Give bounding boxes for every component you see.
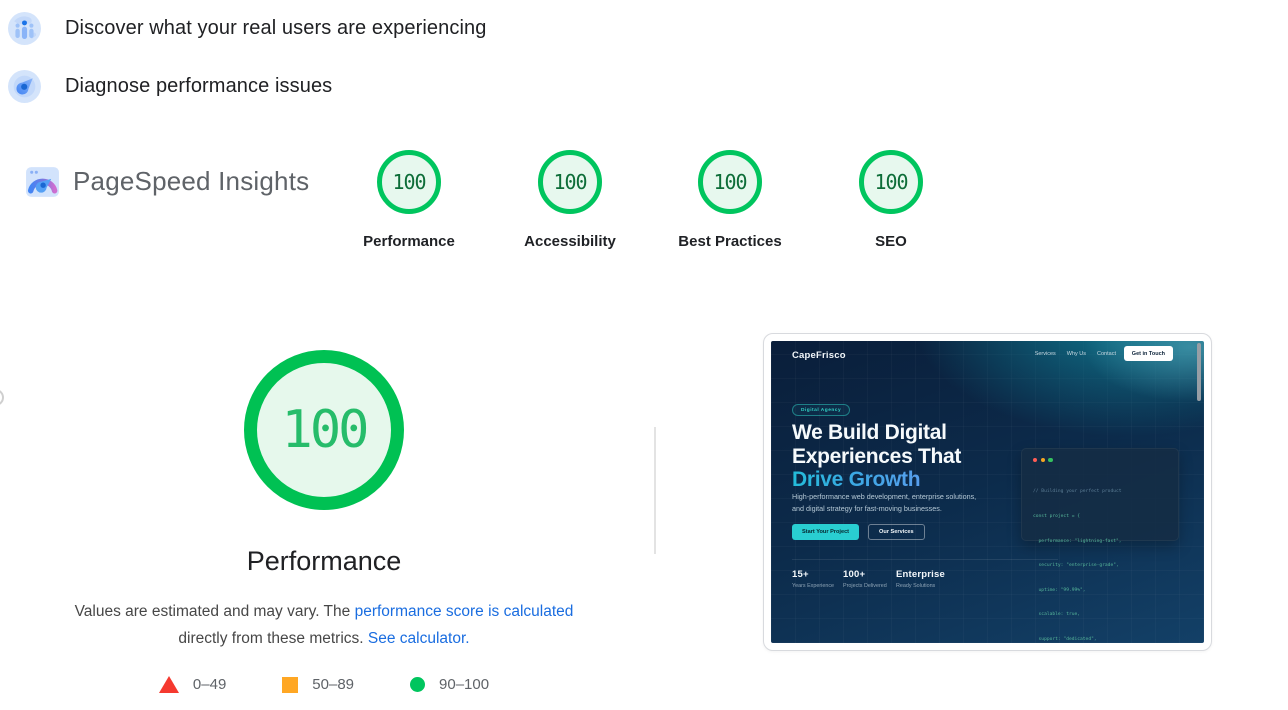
legend-item-pass: 90–100 [410, 676, 489, 693]
category-label: Accessibility [524, 233, 616, 250]
score-circle[interactable]: 100 [698, 150, 762, 214]
description-text-1: Values are estimated and may vary. The [74, 603, 355, 620]
description-text-2: directly from these metrics. [178, 630, 368, 647]
code-snippet: // Building your perfect product const p… [1033, 472, 1172, 643]
category-label: Performance [363, 233, 455, 250]
site-brand-logo: CapeFrisco [792, 350, 846, 361]
site-stat-years: 15+ Years Experience [792, 569, 834, 589]
red-dot-icon [1033, 458, 1038, 463]
site-stat-projects: 100+ Projects Delivered [843, 569, 887, 589]
site-headline-line1: We Build Digital [792, 421, 947, 444]
legend-item-fail: 0–49 [158, 676, 227, 693]
code-line: security: "enterprise-grade", [1033, 563, 1119, 569]
score-legend: 0–49 50–89 90–100 [24, 676, 624, 693]
site-scrollbar [1197, 343, 1201, 401]
code-line: performance: "lightning-fast", [1033, 538, 1122, 544]
performance-score-gauge: 100 [244, 350, 404, 510]
score-description: Values are estimated and may vary. The p… [24, 598, 624, 652]
site-headline-line3: Drive Growth [792, 468, 921, 491]
site-buttons: Start Your Project Our Services [792, 524, 925, 540]
site-headline-line2: Experiences That [792, 444, 962, 468]
header-item-label: Discover what your real users are experi… [65, 17, 487, 39]
final-screenshot-thumbnail[interactable]: CapeFrisco Services Why Us Contact Get i… [763, 333, 1212, 651]
header-item-label: Diagnose performance issues [65, 75, 333, 97]
orange-square-icon [282, 676, 299, 693]
stat-value: 100+ [843, 569, 866, 580]
site-headline: We Build Digital Experiences That Drive … [792, 421, 961, 492]
site-nav-link-why-us: Why Us [1066, 351, 1087, 357]
stat-label: Ready Solutions [896, 583, 936, 589]
page-title: PageSpeed Insights [73, 166, 310, 196]
stat-label: Years Experience [792, 583, 835, 589]
category-gauge-best-practices[interactable]: 100 Best Practices [665, 150, 795, 250]
pagespeed-logo-icon [26, 167, 59, 197]
site-stat-enterprise: Enterprise Ready Solutions [896, 569, 945, 589]
compass-icon [8, 70, 41, 103]
category-label: SEO [875, 233, 907, 250]
legend-range: 50–89 [312, 676, 355, 693]
site-preview-image: CapeFrisco Services Why Us Contact Get i… [771, 341, 1204, 643]
category-gauge-accessibility[interactable]: 100 Accessibility [505, 150, 635, 250]
site-nav-link-contact: Contact [1097, 351, 1116, 357]
code-line: const project = { [1033, 514, 1081, 520]
yellow-dot-icon [1040, 458, 1045, 463]
green-circle-icon [410, 677, 426, 692]
vertical-divider [654, 427, 656, 554]
code-line: // Building your perfect product [1033, 489, 1122, 495]
code-line: support: "dedicated", [1033, 637, 1097, 643]
see-calculator-link[interactable]: See calculator. [367, 630, 470, 647]
performance-score-link[interactable]: performance score is calculated [354, 603, 574, 620]
header-item-field-data: Discover what your real users are experi… [8, 12, 486, 45]
score-circle[interactable]: 100 [859, 150, 923, 214]
score-circle[interactable]: 100 [538, 150, 602, 214]
site-divider [792, 559, 1058, 560]
category-label: Best Practices [678, 233, 782, 250]
clipped-edge-artifact [0, 389, 4, 406]
category-gauge-performance[interactable]: 100 Performance [344, 150, 474, 250]
green-dot-icon [1048, 458, 1053, 463]
users-chart-icon [8, 12, 41, 45]
code-line: uptime: "99.99%", [1033, 587, 1086, 593]
category-gauge-seo[interactable]: 100 SEO [826, 150, 956, 250]
legend-item-average: 50–89 [282, 676, 354, 693]
code-line: scalable: true, [1033, 612, 1081, 618]
site-subtext-line2: and digital strategy for fast-moving bus… [792, 504, 942, 513]
legend-range: 0–49 [192, 676, 227, 693]
site-subtext-line1: High-performance web development, enterp… [792, 492, 977, 501]
psi-title-row: PageSpeed Insights [24, 163, 309, 200]
site-get-in-touch-button: Get in Touch [1123, 346, 1173, 361]
site-badge: Digital Agency [792, 404, 851, 416]
site-nav: Services Why Us Contact [1035, 351, 1116, 357]
stat-value: Enterprise [896, 569, 945, 580]
site-start-project-button: Start Your Project [792, 524, 860, 540]
window-traffic-dots [1033, 458, 1053, 463]
site-our-services-button: Our Services [868, 524, 925, 540]
red-triangle-icon [158, 676, 179, 693]
site-subtext: High-performance web development, enterp… [792, 491, 976, 515]
performance-section-title: Performance [246, 546, 402, 576]
score-circle[interactable]: 100 [377, 150, 441, 214]
site-nav-link-services: Services [1034, 351, 1056, 357]
stat-value: 15+ [792, 569, 809, 580]
site-code-window: // Building your perfect product const p… [1021, 448, 1179, 642]
header-item-diagnose: Diagnose performance issues [8, 70, 332, 103]
legend-range: 90–100 [439, 676, 490, 693]
stat-label: Projects Delivered [843, 583, 887, 589]
